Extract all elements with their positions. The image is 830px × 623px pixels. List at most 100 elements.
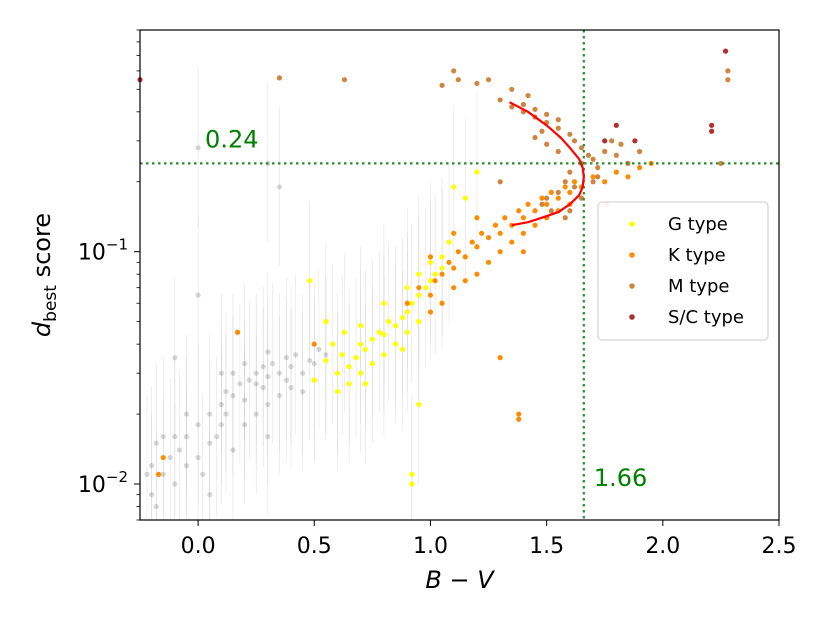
y-axis-ticks: 10−2 10−1: [78, 29, 140, 521]
point-unclassified: [207, 411, 213, 417]
point-unclassified: [214, 433, 220, 440]
point-unclassified: [288, 364, 294, 370]
point-unclassified: [237, 381, 243, 387]
point-m-type: [562, 215, 568, 221]
x-tick-label: 0.0: [181, 534, 216, 559]
point-k-type: [525, 201, 531, 207]
point-m-type: [590, 179, 596, 185]
point-unclassified: [144, 471, 150, 477]
point-g-type: [362, 346, 368, 352]
data-points: [137, 48, 731, 510]
y-tick-label: 10−1: [78, 236, 128, 266]
point-s-c-type: [722, 48, 729, 54]
point-k-type: [492, 222, 499, 228]
x-axis-label: B − V: [425, 566, 495, 594]
point-m-type: [439, 82, 445, 88]
point-m-type: [718, 160, 724, 166]
point-k-type: [155, 471, 162, 477]
point-g-type: [399, 346, 406, 352]
point-k-type: [455, 249, 461, 255]
point-k-type: [311, 341, 317, 347]
point-unclassified: [260, 385, 266, 391]
y-label-sub: best: [41, 285, 61, 322]
point-k-type: [432, 278, 438, 284]
point-k-type: [509, 239, 515, 245]
point-k-type: [636, 165, 643, 171]
point-unclassified: [149, 463, 155, 469]
point-g-type: [416, 271, 422, 277]
point-m-type: [555, 189, 561, 195]
point-k-type: [451, 285, 457, 291]
point-m-type: [509, 86, 515, 92]
point-unclassified: [153, 440, 159, 446]
point-m-type: [562, 179, 568, 185]
point-unclassified: [167, 454, 173, 461]
plot-frame: [139, 29, 780, 521]
y-label-main: d: [28, 321, 56, 337]
legend-label: M type: [668, 276, 729, 297]
point-unclassified: [316, 346, 322, 352]
point-k-type: [234, 329, 241, 335]
point-k-type: [516, 208, 522, 214]
point-unclassified: [176, 447, 183, 453]
point-k-type: [520, 215, 527, 221]
point-g-type: [358, 370, 364, 376]
point-unclassified: [265, 401, 271, 408]
point-k-type: [462, 278, 468, 284]
point-unclassified: [207, 492, 213, 498]
point-m-type: [341, 77, 348, 83]
legend-marker: [629, 283, 635, 289]
point-g-type: [409, 471, 415, 477]
point-k-type: [427, 292, 434, 298]
point-s-c-type: [602, 138, 608, 144]
reference-lines: [140, 30, 779, 520]
point-k-type: [602, 179, 608, 185]
point-m-type: [474, 80, 480, 87]
point-m-type: [585, 152, 592, 158]
point-unclassified: [218, 422, 224, 428]
point-m-type: [567, 208, 573, 214]
x-tick-label: 2.5: [762, 534, 797, 559]
point-unclassified: [293, 352, 299, 358]
point-unclassified: [149, 492, 155, 498]
point-k-type: [625, 174, 631, 180]
point-m-type: [455, 77, 461, 83]
point-g-type: [427, 259, 434, 265]
point-g-type: [311, 377, 317, 383]
point-m-type: [451, 68, 457, 74]
point-k-type: [497, 249, 503, 255]
point-m-type: [590, 156, 596, 162]
point-k-type: [532, 222, 538, 228]
point-unclassified: [241, 397, 248, 403]
point-m-type: [567, 131, 573, 137]
point-unclassified: [265, 349, 271, 355]
point-unclassified: [160, 471, 166, 477]
point-m-type: [485, 77, 492, 83]
point-unclassified: [207, 440, 213, 446]
point-m-type: [618, 141, 624, 147]
point-unclassified: [218, 370, 224, 376]
point-unclassified: [253, 370, 259, 376]
point-g-type: [462, 195, 468, 201]
point-k-type: [439, 271, 445, 277]
point-unclassified: [153, 503, 159, 510]
point-g-type: [393, 341, 399, 347]
point-m-type: [539, 201, 545, 207]
point-m-type: [544, 195, 550, 201]
point-m-type: [520, 101, 527, 108]
point-g-type: [404, 309, 410, 315]
point-k-type: [462, 254, 468, 260]
point-g-type: [358, 341, 364, 347]
point-unclassified: [307, 357, 313, 364]
point-unclassified: [183, 411, 190, 417]
point-m-type: [539, 128, 545, 134]
point-m-type: [532, 106, 538, 112]
legend-label: G type: [668, 214, 728, 235]
point-m-type: [555, 125, 561, 131]
point-unclassified: [172, 481, 178, 487]
point-k-type: [544, 201, 550, 207]
point-m-type: [725, 77, 731, 83]
point-g-type: [409, 300, 415, 306]
legend-marker: [629, 314, 635, 320]
